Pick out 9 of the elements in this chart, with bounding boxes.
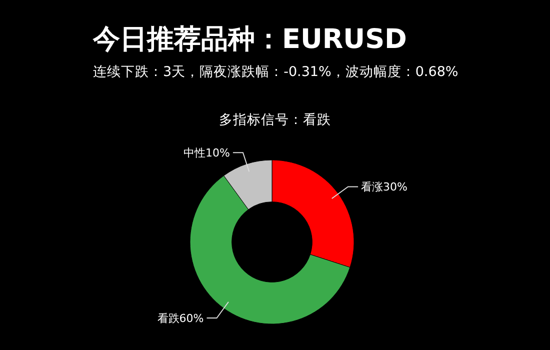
slice-label: 中性 — [184, 146, 206, 160]
data-label: 30% — [383, 180, 408, 194]
chart-subtitle: 连续下跌：3天，隔夜涨跌幅：-0.31%，波动幅度：0.68% — [93, 64, 458, 80]
text: 多指标信号：看跌 — [219, 112, 331, 128]
slice-label: 看涨 — [361, 180, 384, 194]
slice-label: 看跌 — [157, 312, 180, 326]
data-label: 60% — [179, 312, 204, 326]
chart-title: 今日推荐品种：EURUSD — [92, 24, 407, 55]
data-label: 10% — [206, 146, 230, 160]
